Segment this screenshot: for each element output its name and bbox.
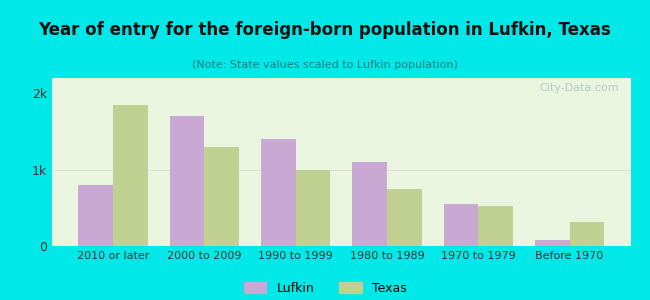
Bar bbox=[170, 116, 204, 246]
Bar bbox=[261, 139, 296, 246]
Legend: Lufkin, Texas: Lufkin, Texas bbox=[239, 277, 411, 300]
Bar bbox=[352, 162, 387, 246]
Text: (Note: State values scaled to Lufkin population): (Note: State values scaled to Lufkin pop… bbox=[192, 60, 458, 70]
Bar bbox=[296, 169, 330, 246]
Bar bbox=[443, 204, 478, 246]
Bar bbox=[78, 185, 113, 246]
Bar bbox=[535, 240, 569, 246]
Text: City-Data.com: City-Data.com bbox=[540, 83, 619, 93]
Bar bbox=[569, 222, 604, 246]
Bar bbox=[387, 189, 422, 246]
Bar bbox=[478, 206, 513, 246]
Text: Year of entry for the foreign-born population in Lufkin, Texas: Year of entry for the foreign-born popul… bbox=[38, 21, 612, 39]
Bar bbox=[204, 147, 239, 246]
Bar bbox=[113, 105, 148, 246]
